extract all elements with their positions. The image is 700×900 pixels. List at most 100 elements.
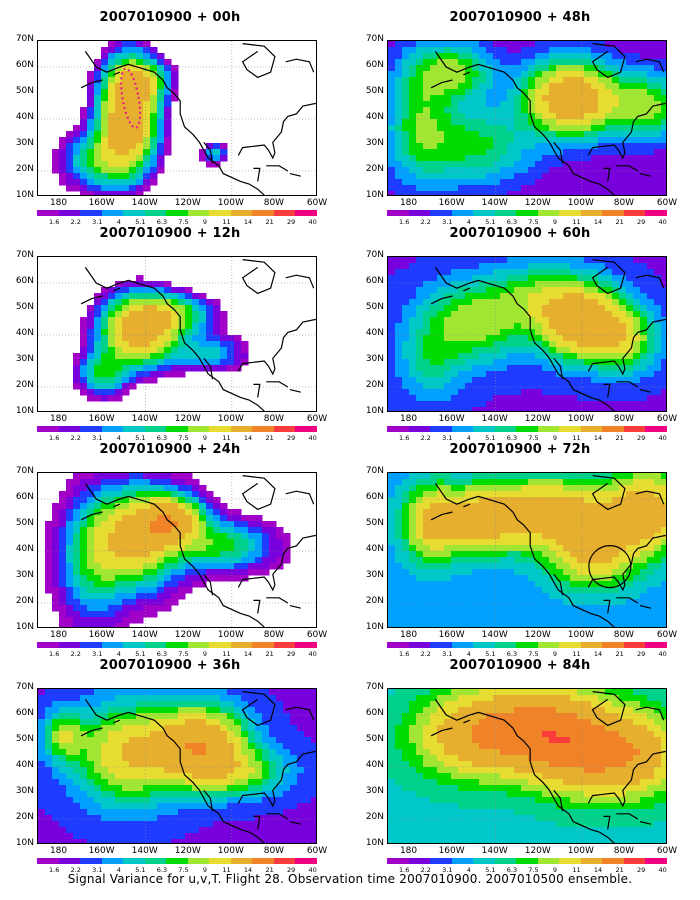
colorbar-label: 5.1 bbox=[485, 866, 496, 874]
colorbar-label: 9 bbox=[202, 218, 208, 226]
colorbar-swatch bbox=[295, 858, 317, 864]
colorbar-swatch bbox=[387, 210, 409, 216]
lon-tick-label: 160W bbox=[88, 198, 115, 208]
colorbar-label: 40 bbox=[308, 866, 317, 874]
lat-tick-label: 60N bbox=[15, 708, 34, 718]
map-plot bbox=[387, 688, 667, 844]
colorbar-swatch bbox=[80, 426, 102, 432]
lon-tick-label: 60W bbox=[306, 846, 328, 856]
map-plot bbox=[37, 40, 317, 196]
lon-tick-label: 140W bbox=[481, 846, 508, 856]
colorbar-label: 5.1 bbox=[135, 218, 146, 226]
colorbar-swatch bbox=[144, 642, 167, 648]
coastline bbox=[241, 259, 276, 295]
coastline bbox=[253, 167, 261, 182]
colorbar-swatch bbox=[537, 210, 560, 216]
colorbar-swatch bbox=[166, 858, 188, 864]
coastline bbox=[266, 381, 289, 388]
flight-track-ellipse bbox=[120, 67, 142, 129]
colorbar-swatch bbox=[295, 210, 317, 216]
colorbar-label: 40 bbox=[658, 218, 667, 226]
colorbar-label: 3.1 bbox=[442, 866, 453, 874]
colorbar-label: 2.2 bbox=[70, 218, 81, 226]
map-panel: 2007010900 + 48h 70N 60N 50N 40N 30N 20N 10N 180… bbox=[350, 10, 690, 226]
colorbar-label: 3.1 bbox=[442, 218, 453, 226]
coastline bbox=[430, 727, 453, 737]
lon-tick-label: 100W bbox=[567, 198, 594, 208]
lon-tick-label: 160W bbox=[88, 846, 115, 856]
lat-tick-label: 60N bbox=[15, 60, 34, 70]
lat-tick-label: 10N bbox=[15, 406, 34, 416]
coastline bbox=[603, 167, 611, 182]
colorbar-label: 7.5 bbox=[528, 650, 539, 658]
coastline bbox=[241, 691, 276, 727]
colorbar-label: 21 bbox=[265, 434, 274, 442]
colorbar-swatch bbox=[295, 426, 317, 432]
lon-tick-label: 100W bbox=[567, 630, 594, 640]
colorbar bbox=[387, 210, 667, 216]
lat-tick-label: 20N bbox=[15, 380, 34, 390]
lat-tick-label: 20N bbox=[365, 596, 384, 606]
lon-tick-label: 180 bbox=[49, 630, 68, 640]
lat-tick-label: 70N bbox=[15, 250, 34, 260]
lon-tick-label: 100W bbox=[217, 630, 244, 640]
panel-title: 2007010900 + 12h bbox=[99, 226, 241, 241]
coastline bbox=[203, 574, 214, 596]
lat-tick-label: 20N bbox=[15, 812, 34, 822]
colorbar-swatch bbox=[273, 858, 296, 864]
colorbar-swatch bbox=[430, 642, 452, 648]
coastline bbox=[289, 821, 301, 825]
colorbar-label: 3.1 bbox=[92, 434, 103, 442]
colorbar-swatch bbox=[252, 642, 274, 648]
colorbar-label: 4 bbox=[116, 650, 121, 658]
lat-tick-label: 70N bbox=[365, 34, 384, 44]
coastline bbox=[587, 534, 666, 592]
coastline bbox=[203, 358, 214, 380]
lat-tick-label: 10N bbox=[15, 622, 34, 632]
map-panel: 2007010900 + 36h 70N 60N 50N 40N 30N 20N 10N 180… bbox=[0, 658, 340, 874]
colorbar-swatch bbox=[430, 426, 452, 432]
colorbar-swatch bbox=[58, 858, 81, 864]
figure-caption: Signal Variance for u,v,T. Flight 28. Ob… bbox=[67, 872, 633, 886]
coastline bbox=[616, 381, 639, 388]
lon-tick-label: 120W bbox=[524, 414, 551, 424]
colorbar-label: 7.5 bbox=[528, 434, 539, 442]
colorbar-swatch bbox=[37, 858, 59, 864]
lon-tick-label: 60W bbox=[656, 414, 678, 424]
colorbar-swatch bbox=[273, 210, 296, 216]
lat-tick-label: 10N bbox=[15, 190, 34, 200]
colorbar-swatch bbox=[209, 210, 231, 216]
colorbar-label: 9 bbox=[552, 866, 558, 874]
colorbar-swatch bbox=[101, 426, 124, 432]
colorbar bbox=[37, 858, 317, 864]
lon-tick-label: 120W bbox=[524, 198, 551, 208]
colorbar-swatch bbox=[602, 210, 624, 216]
coastline bbox=[285, 706, 315, 721]
colorbar-swatch bbox=[209, 426, 231, 432]
colorbar-swatch bbox=[123, 642, 145, 648]
coastline bbox=[285, 58, 315, 73]
coastline bbox=[616, 597, 639, 604]
colorbar-label: 14 bbox=[243, 650, 253, 658]
colorbar-swatch bbox=[144, 426, 167, 432]
colorbar-swatch bbox=[451, 426, 474, 432]
coastline bbox=[430, 79, 453, 89]
map-panel: 2007010900 + 24h 70N 60N 50N 40N 30N 20N 10N 180… bbox=[0, 442, 340, 658]
colorbar bbox=[387, 858, 667, 864]
colorbar-swatch bbox=[37, 426, 59, 432]
colorbar-label: 14 bbox=[243, 434, 253, 442]
colorbar-label: 1.6 bbox=[399, 218, 410, 226]
lon-tick-label: 180 bbox=[399, 630, 418, 640]
coastline bbox=[434, 483, 615, 627]
colorbar-label: 29 bbox=[287, 218, 296, 226]
colorbar-label: 3.1 bbox=[92, 650, 103, 658]
colorbar-swatch bbox=[602, 858, 624, 864]
coastline bbox=[203, 142, 214, 164]
colorbar-label: 9 bbox=[552, 218, 558, 226]
colorbar-label: 7.5 bbox=[528, 218, 539, 226]
colorbar-swatch bbox=[516, 210, 538, 216]
colorbar-label: 1.6 bbox=[399, 650, 410, 658]
colorbar-swatch bbox=[123, 210, 145, 216]
colorbar-swatch bbox=[80, 642, 102, 648]
colorbar-label: 21 bbox=[615, 650, 624, 658]
